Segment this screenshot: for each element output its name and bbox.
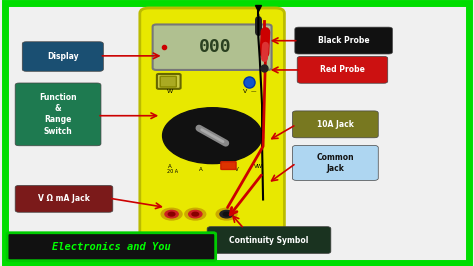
FancyBboxPatch shape: [153, 24, 272, 70]
FancyBboxPatch shape: [221, 162, 236, 169]
Text: Red Probe: Red Probe: [320, 65, 365, 74]
Text: Function
&
Range
Switch: Function & Range Switch: [39, 93, 77, 136]
Text: 10A Jack: 10A Jack: [317, 120, 354, 129]
Text: 20 A: 20 A: [167, 169, 179, 174]
FancyBboxPatch shape: [15, 185, 113, 212]
FancyBboxPatch shape: [157, 74, 181, 89]
Text: W: W: [167, 89, 173, 94]
Text: V Ω mA Jack: V Ω mA Jack: [38, 194, 90, 203]
Text: —: —: [251, 89, 256, 94]
FancyBboxPatch shape: [140, 8, 284, 247]
FancyBboxPatch shape: [22, 42, 103, 71]
FancyBboxPatch shape: [160, 76, 176, 87]
Circle shape: [165, 210, 178, 218]
Text: A: A: [168, 164, 172, 169]
FancyBboxPatch shape: [292, 111, 378, 138]
Text: Electronics and You: Electronics and You: [52, 242, 171, 252]
FancyBboxPatch shape: [292, 146, 378, 180]
Text: 000: 000: [200, 38, 232, 56]
FancyBboxPatch shape: [207, 227, 331, 253]
Circle shape: [223, 212, 230, 216]
Text: A: A: [199, 167, 202, 172]
Circle shape: [168, 212, 175, 216]
Text: Black Probe: Black Probe: [318, 36, 369, 45]
FancyBboxPatch shape: [15, 83, 101, 146]
Circle shape: [192, 212, 199, 216]
Circle shape: [216, 208, 237, 220]
FancyBboxPatch shape: [295, 27, 392, 54]
Text: VW: VW: [254, 164, 263, 169]
Text: V: V: [244, 89, 247, 94]
Text: Common
Jack: Common Jack: [317, 153, 354, 173]
Circle shape: [185, 208, 206, 220]
Text: V: V: [235, 167, 239, 172]
Circle shape: [163, 108, 262, 164]
Circle shape: [220, 210, 233, 218]
Text: Continuity Symbol: Continuity Symbol: [229, 236, 309, 244]
Circle shape: [161, 208, 182, 220]
Text: Display: Display: [47, 52, 79, 61]
FancyBboxPatch shape: [7, 233, 216, 261]
FancyBboxPatch shape: [297, 56, 388, 83]
Circle shape: [189, 210, 202, 218]
